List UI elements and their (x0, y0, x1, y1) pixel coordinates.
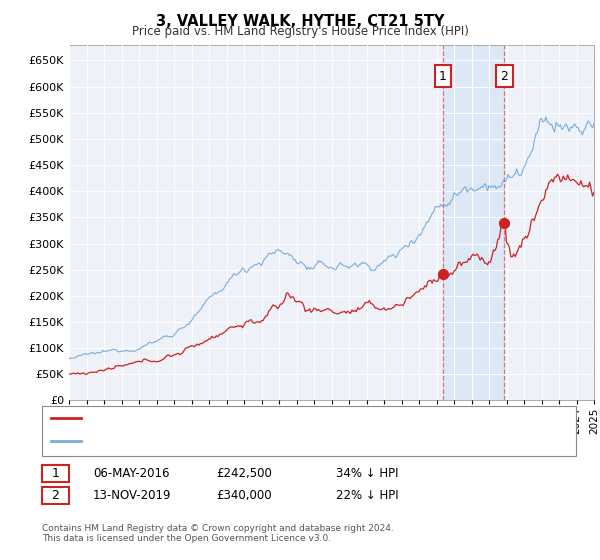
Text: 2: 2 (500, 69, 508, 83)
Text: £340,000: £340,000 (216, 489, 272, 502)
Text: 13-NOV-2019: 13-NOV-2019 (93, 489, 172, 502)
Text: 1: 1 (52, 466, 59, 480)
Bar (443, 45, 504, 400)
Text: 3, VALLEY WALK, HYTHE, CT21 5TY (detached house): 3, VALLEY WALK, HYTHE, CT21 5TY (detache… (87, 413, 383, 423)
Text: HPI: Average price, detached house, Folkestone and Hythe: HPI: Average price, detached house, Folk… (87, 436, 415, 446)
Text: 22% ↓ HPI: 22% ↓ HPI (336, 489, 398, 502)
Text: 1: 1 (439, 69, 447, 83)
Point (438, 269, 448, 278)
Text: 2: 2 (52, 489, 59, 502)
Text: 06-MAY-2016: 06-MAY-2016 (93, 466, 170, 480)
Text: Price paid vs. HM Land Registry's House Price Index (HPI): Price paid vs. HM Land Registry's House … (131, 25, 469, 38)
Point (499, 218, 509, 227)
Text: £242,500: £242,500 (216, 466, 272, 480)
Text: 34% ↓ HPI: 34% ↓ HPI (336, 466, 398, 480)
Text: Contains HM Land Registry data © Crown copyright and database right 2024.
This d: Contains HM Land Registry data © Crown c… (42, 524, 394, 543)
Text: 3, VALLEY WALK, HYTHE, CT21 5TY: 3, VALLEY WALK, HYTHE, CT21 5TY (156, 14, 444, 29)
